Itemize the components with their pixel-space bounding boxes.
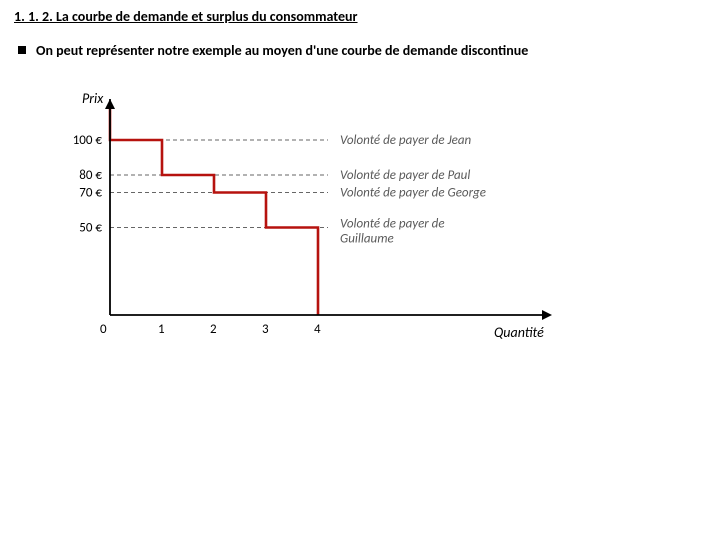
slide-page: 1. 1. 2. La courbe de demande et surplus… [0,0,720,540]
wtp-annotation: Volonté de payer de [340,217,445,232]
x-axis-label: Quantité [494,324,544,341]
chart-svg: 100 € Volonté de payer de Jean 80 € Volonté… [40,85,580,355]
bullet-text: On peut représenter notre exemple au moy… [36,42,528,59]
x-tick-label: 4 [314,322,321,337]
wtp-annotation: Guillaume [340,232,394,247]
x-axis-arrow-icon [542,310,552,320]
y-tick-label: 80 € [79,168,102,183]
y-tick-label: 50 € [79,221,102,236]
x-tick-label: 2 [210,322,217,337]
section-title: 1. 1. 2. La courbe de demande et surplus… [14,8,358,25]
bullet-item: On peut représenter notre exemple au moy… [18,42,528,59]
y-axis-label: Prix [82,90,104,107]
y-tick-label: 100 € [73,133,103,148]
wtp-annotation: Volonté de payer de George [340,186,486,201]
y-tick-label: 70 € [79,186,102,201]
demand-curve-chart: 100 € Volonté de payer de Jean 80 € Volonté… [40,85,580,355]
origin-label: 0 [100,322,107,337]
wtp-annotation: Volonté de payer de Paul [340,168,470,183]
x-tick-label: 3 [262,322,269,337]
wtp-annotation: Volonté de payer de Jean [340,133,472,148]
x-tick-label: 1 [158,322,165,337]
y-axis-arrow-icon [105,99,115,109]
bullet-marker-icon [18,46,26,54]
demand-curve [110,105,318,315]
